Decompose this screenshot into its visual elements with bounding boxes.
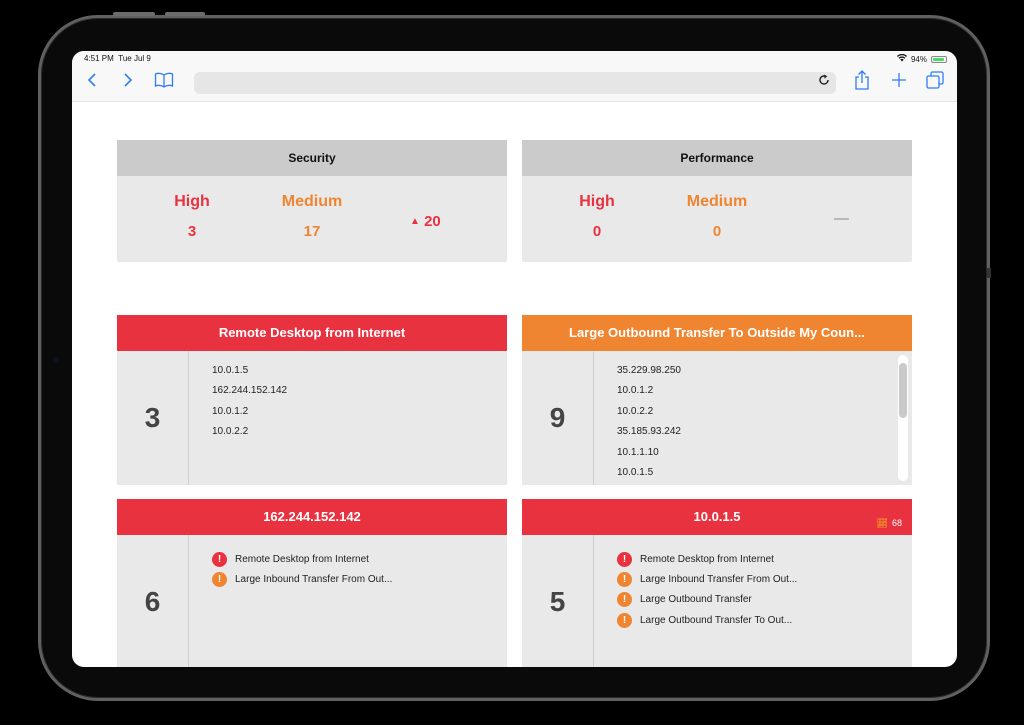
alert-item[interactable]: ! Remote Desktop from Internet [617, 549, 797, 569]
medium-metric: Medium 0 [677, 193, 757, 240]
alert-item[interactable]: ! Large Inbound Transfer From Out... [617, 569, 797, 589]
high-value: 0 [592, 223, 602, 240]
wifi-icon [896, 53, 907, 64]
alert-high-icon: ! [212, 551, 227, 567]
alert-medium-icon: ! [617, 612, 632, 628]
card-title: 162.244.152.142 [117, 499, 507, 535]
alert-label: Large Outbound Transfer [640, 594, 752, 606]
medium-label: Medium [686, 193, 748, 210]
score-value: 68 [891, 518, 902, 528]
list-item[interactable]: 35.229.98.250 [617, 365, 681, 376]
status-time: 4:51 PM [84, 54, 114, 63]
card-title: 10.0.1.5 📈︎ 68 [522, 499, 912, 535]
alert-label: Remote Desktop from Internet [640, 553, 774, 565]
high-metric: High 0 [567, 193, 627, 240]
status-date: Tue Jul 9 [118, 54, 151, 63]
alert-item[interactable]: ! Large Outbound Transfer [617, 590, 797, 610]
medium-value: 17 [303, 223, 321, 240]
alert-label: Large Outbound Transfer To Out... [640, 614, 793, 626]
alert-label: Remote Desktop from Internet [235, 553, 369, 565]
status-time-date: 4:51 PM Tue Jul 9 [84, 54, 151, 63]
card-title-text: 10.0.1.5 [693, 509, 741, 524]
list-item[interactable]: 35.185.93.242 [617, 426, 681, 438]
side-connector [987, 268, 991, 278]
panel-title: Performance [522, 140, 912, 176]
alert-item[interactable]: ! Remote Desktop from Internet [212, 549, 392, 569]
list-item[interactable]: 10.0.2.2 [212, 426, 249, 438]
host-card-162-244-152-142[interactable]: 162.244.152.142 6 ! Remote Desktop from … [117, 499, 507, 667]
alert-medium-icon: ! [617, 572, 632, 588]
medium-label: Medium [281, 193, 343, 210]
alert-list: ! Remote Desktop from Internet ! Large I… [212, 549, 392, 590]
list-item[interactable]: 10.1.1.10 [617, 446, 659, 458]
scrollbar-thumb[interactable] [899, 363, 907, 418]
list-item[interactable]: 10.0.1.2 [212, 405, 249, 417]
high-label: High [579, 193, 615, 210]
security-summary-panel[interactable]: Security High 3 Medium 17 ▲ 20 [117, 140, 507, 262]
card-count: 6 [117, 535, 189, 667]
alert-list: ! Remote Desktop from Internet ! Large I… [617, 549, 797, 631]
list-item[interactable]: 10.0.1.5 [617, 466, 654, 478]
url-bar[interactable] [194, 72, 836, 94]
scrollbar[interactable] [898, 355, 908, 481]
trend-indicator: — [834, 210, 849, 227]
alert-label: Large Inbound Transfer From Out... [640, 574, 798, 586]
panel-title: Security [117, 140, 507, 176]
medium-value: 0 [712, 223, 722, 240]
card-count: 9 [522, 351, 594, 485]
triangle-up-icon: ▲ [410, 216, 420, 227]
card-title: Large Outbound Transfer To Outside My Co… [522, 315, 912, 351]
book-icon[interactable] [154, 71, 174, 93]
alert-card-large-outbound[interactable]: Large Outbound Transfer To Outside My Co… [522, 315, 912, 485]
high-value: 3 [187, 223, 197, 240]
share-icon[interactable] [854, 70, 870, 95]
chevron-right-icon[interactable] [122, 71, 134, 93]
ip-list: 35.229.98.250 10.0.1.2 10.0.2.2 35.185.9… [617, 365, 681, 487]
medium-metric: Medium 17 [272, 193, 352, 240]
battery-icon [931, 55, 947, 63]
chart-line-icon: 📈︎ [876, 518, 888, 528]
alert-medium-icon: ! [212, 572, 227, 588]
battery-percent: 94% [910, 54, 927, 64]
card-count: 5 [522, 535, 594, 667]
tabs-icon[interactable] [926, 71, 944, 94]
performance-summary-panel[interactable]: Performance High 0 Medium 0 — [522, 140, 912, 262]
power-button [165, 12, 205, 16]
host-card-10-0-1-5[interactable]: 10.0.1.5 📈︎ 68 5 ! Remote Desktop from In… [522, 499, 912, 667]
safari-toolbar: 4:51 PM Tue Jul 9 94% [72, 51, 957, 102]
list-item[interactable]: 10.0.1.2 [617, 385, 654, 397]
ipad-screen: 4:51 PM Tue Jul 9 94% [72, 51, 957, 667]
list-item[interactable]: 10.0.1.5 [212, 365, 249, 376]
card-count: 3 [117, 351, 189, 485]
high-label: High [174, 193, 210, 210]
high-metric: High 3 [162, 193, 222, 240]
list-item[interactable]: 10.0.2.2 [617, 405, 654, 417]
alert-label: Large Inbound Transfer From Out... [235, 574, 393, 586]
alert-item[interactable]: ! Large Inbound Transfer From Out... [212, 569, 392, 589]
alert-high-icon: ! [617, 551, 632, 567]
alert-card-remote-desktop[interactable]: Remote Desktop from Internet 3 10.0.1.5 … [117, 315, 507, 485]
list-item[interactable]: 162.244.152.142 [212, 385, 288, 397]
alert-item[interactable]: ! Large Outbound Transfer To Out... [617, 610, 797, 630]
trend-value: 20 [424, 213, 441, 230]
ip-list: 10.0.1.5 162.244.152.142 10.0.1.2 10.0.2… [212, 365, 287, 447]
front-camera [53, 357, 59, 363]
dashboard-content: Security High 3 Medium 17 ▲ 20 Performan… [72, 102, 957, 667]
reload-icon[interactable] [818, 74, 830, 89]
plus-icon[interactable] [891, 71, 907, 93]
trend-indicator: ▲ 20 [410, 213, 441, 230]
chevron-left-icon[interactable] [86, 71, 98, 93]
status-right: 94% [896, 53, 947, 64]
alert-medium-icon: ! [617, 592, 632, 608]
volume-button [113, 12, 155, 16]
score-badge: 📈︎ 68 [877, 505, 902, 541]
card-title: Remote Desktop from Internet [117, 315, 507, 351]
